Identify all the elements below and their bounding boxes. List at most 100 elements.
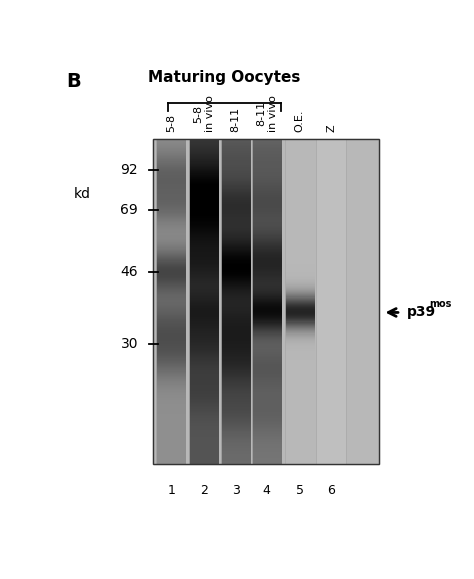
Bar — [156, 369, 186, 371]
Bar — [316, 298, 346, 299]
Bar — [316, 329, 346, 330]
Bar — [252, 301, 282, 302]
Bar — [252, 362, 282, 363]
Bar — [189, 378, 219, 379]
Bar — [252, 425, 282, 426]
Bar — [156, 242, 186, 243]
Bar — [189, 147, 219, 148]
Bar — [316, 228, 346, 229]
Bar — [252, 281, 282, 283]
Bar — [220, 303, 251, 304]
Bar — [252, 328, 282, 329]
Bar — [156, 207, 186, 208]
Bar — [189, 287, 219, 288]
Bar — [316, 281, 346, 283]
Bar — [156, 364, 186, 365]
Bar — [220, 366, 251, 367]
Bar — [220, 239, 251, 240]
Bar — [220, 163, 251, 164]
Bar — [252, 140, 282, 141]
Bar — [285, 414, 315, 415]
Bar — [189, 364, 219, 365]
Bar — [156, 166, 186, 167]
Bar — [316, 369, 346, 371]
Bar — [285, 445, 315, 446]
Bar — [285, 226, 315, 227]
Bar — [285, 281, 315, 283]
Bar — [316, 303, 346, 304]
Bar — [252, 178, 282, 179]
Bar — [189, 146, 219, 147]
Bar — [316, 231, 346, 232]
Bar — [156, 419, 186, 420]
Bar — [316, 157, 346, 158]
Bar — [252, 192, 282, 193]
Bar — [220, 425, 251, 426]
Bar — [156, 413, 186, 414]
Bar — [220, 287, 251, 288]
Bar — [316, 212, 346, 214]
Bar — [285, 203, 315, 204]
Bar — [156, 361, 186, 362]
Bar — [220, 343, 251, 345]
Bar — [316, 173, 346, 174]
Bar — [252, 246, 282, 247]
Bar — [316, 376, 346, 377]
Bar — [285, 416, 315, 417]
Bar — [285, 456, 315, 457]
Bar — [189, 298, 219, 299]
Bar — [156, 384, 186, 386]
Bar — [156, 332, 186, 334]
Bar — [252, 346, 282, 347]
Bar — [189, 357, 219, 358]
Bar — [220, 230, 251, 231]
Bar — [285, 459, 315, 460]
Bar — [316, 358, 346, 360]
Bar — [156, 298, 186, 299]
Bar — [252, 186, 282, 188]
Bar — [316, 323, 346, 324]
Bar — [285, 423, 315, 424]
Bar — [316, 353, 346, 354]
Bar — [156, 167, 186, 168]
Bar — [156, 343, 186, 345]
Bar — [156, 316, 186, 317]
Bar — [252, 146, 282, 147]
Bar — [316, 268, 346, 269]
Bar — [285, 418, 315, 419]
Bar — [189, 149, 219, 151]
Bar — [189, 181, 219, 182]
Bar — [156, 292, 186, 293]
Bar — [220, 369, 251, 371]
Bar — [220, 462, 251, 463]
Bar — [285, 195, 315, 196]
Bar — [189, 227, 219, 228]
Bar — [189, 193, 219, 194]
Bar — [316, 210, 346, 211]
Bar — [252, 157, 282, 158]
Bar — [285, 193, 315, 194]
Bar — [252, 221, 282, 222]
Bar — [220, 285, 251, 287]
Bar — [316, 162, 346, 163]
Bar — [220, 332, 251, 334]
Bar — [189, 451, 219, 452]
Bar — [220, 414, 251, 415]
Bar — [156, 253, 186, 254]
Bar — [316, 155, 346, 156]
Bar — [252, 422, 282, 423]
Bar — [252, 397, 282, 398]
Bar — [220, 220, 251, 221]
Bar — [189, 205, 219, 206]
Bar — [189, 154, 219, 155]
Bar — [252, 156, 282, 157]
Bar — [220, 199, 251, 200]
Bar — [252, 262, 282, 263]
Bar — [156, 214, 186, 215]
Bar — [316, 444, 346, 445]
Bar — [220, 341, 251, 342]
Bar — [316, 437, 346, 438]
Bar — [285, 227, 315, 228]
Bar — [220, 433, 251, 434]
Bar — [285, 153, 315, 154]
